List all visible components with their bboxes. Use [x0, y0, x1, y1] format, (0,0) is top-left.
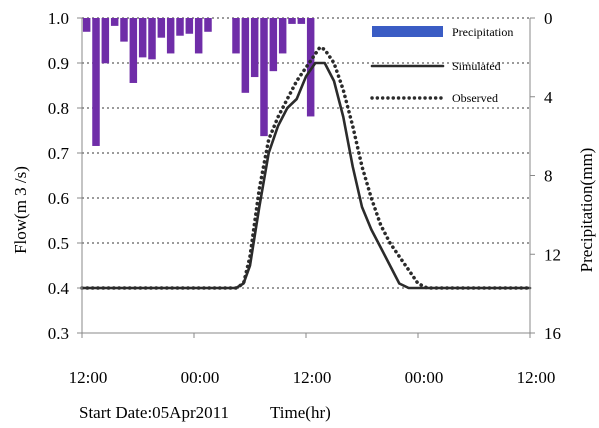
precipitation-bar [138, 18, 147, 58]
precipitation-bar [120, 18, 128, 42]
legend: Precipitation Simulated Observed [370, 25, 513, 105]
y-right-tick-label: 8 [544, 167, 553, 186]
precipitation-bar [241, 18, 250, 93]
x-tick-label: 00:00 [181, 368, 220, 387]
precipitation-bar [92, 18, 100, 146]
y-right-tick-label: 4 [544, 88, 553, 107]
y-right-tick-label: 0 [544, 9, 553, 28]
precipitation-bar [82, 18, 91, 32]
precipitation-bar [288, 18, 296, 24]
precipitation-bar [278, 18, 287, 54]
legend-swatch-precipitation [372, 26, 443, 37]
precipitation-bar [176, 18, 184, 36]
y-left-tick-label: 0.5 [48, 234, 69, 253]
precipitation-bar [185, 18, 194, 34]
y-right-axis-label: Precipitation(mm) [577, 148, 596, 273]
precipitation-bar [260, 18, 268, 137]
precipitation-bar [232, 18, 240, 54]
precipitation-bar [297, 18, 306, 24]
precipitation-bar [101, 18, 110, 64]
observed-flow-line [80, 45, 532, 290]
x-tick-label: 12:00 [517, 368, 556, 387]
precipitation-bar [250, 18, 259, 78]
axes: 0.3 0.4 0.5 0.6 0.7 0.8 0.9 1.0 0 4 8 12 16 12:00 00:0… [48, 9, 561, 387]
y-right-tick-label: 16 [544, 324, 561, 343]
precipitation-bar [148, 18, 156, 60]
simulated-flow-line [80, 61, 532, 290]
y-left-tick-label: 1.0 [48, 9, 69, 28]
legend-label-precipitation: Precipitation [452, 25, 513, 39]
start-date-label: Start Date:05Apr2011 [79, 403, 229, 422]
y-right-tick-label: 12 [544, 245, 561, 264]
precipitation-bar [110, 18, 119, 26]
x-axis-label: Time(hr) [270, 403, 331, 422]
precipitation-bar [204, 18, 212, 32]
y-left-axis-label: Flow(m 3 /s) [11, 166, 30, 254]
legend-label-simulated: Simulated [452, 59, 501, 73]
precipitation-bar [306, 18, 315, 117]
precipitation-bar [157, 18, 166, 38]
precipitation-bar [129, 18, 138, 83]
y-left-tick-label: 0.3 [48, 324, 69, 343]
x-tick-label: 00:00 [405, 368, 444, 387]
y-left-tick-label: 0.8 [48, 99, 69, 118]
precipitation-bar [269, 18, 278, 72]
y-left-tick-label: 0.9 [48, 54, 69, 73]
precipitation-bars [82, 18, 315, 146]
x-tick-label: 12:00 [69, 368, 108, 387]
y-left-tick-label: 0.4 [48, 279, 70, 298]
precipitation-bar [166, 18, 175, 54]
y-left-tick-label: 0.6 [48, 189, 69, 208]
legend-label-observed: Observed [452, 91, 498, 105]
flow-lines [80, 45, 532, 290]
y-left-tick-label: 0.7 [48, 144, 70, 163]
precipitation-bar [194, 18, 203, 54]
x-tick-label: 12:00 [293, 368, 332, 387]
